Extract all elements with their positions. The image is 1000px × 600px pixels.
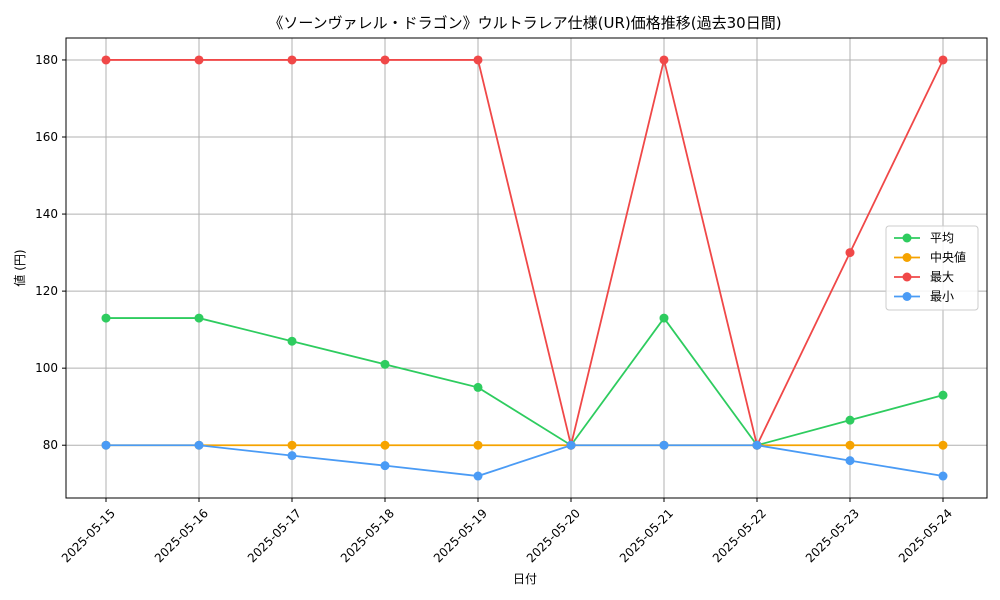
legend-box	[885, 225, 979, 311]
y-tick-label: 80	[43, 438, 58, 452]
data-point	[938, 471, 948, 481]
data-point	[659, 440, 669, 450]
y-tick-label: 140	[35, 207, 58, 221]
data-point	[659, 313, 669, 323]
data-point	[752, 440, 762, 450]
y-tick-label: 160	[35, 130, 58, 144]
data-point	[287, 451, 297, 461]
series-line	[106, 444, 944, 477]
data-point	[380, 440, 390, 450]
legend-label: 中央値	[930, 250, 966, 265]
data-point	[845, 440, 855, 450]
data-point	[194, 440, 204, 450]
y-tick-label: 100	[35, 361, 58, 375]
data-point	[659, 55, 669, 65]
data-point	[101, 313, 111, 323]
legend-swatch-marker	[902, 253, 912, 262]
series	[101, 55, 948, 481]
data-point	[101, 440, 111, 450]
data-point	[194, 55, 204, 65]
legend-label: 最大	[930, 270, 954, 284]
series-line	[106, 59, 944, 448]
data-point	[380, 359, 390, 369]
y-axis-label: 値 (円)	[12, 249, 27, 286]
data-point	[473, 382, 483, 392]
legend-swatch-marker	[902, 292, 912, 301]
data-point	[194, 313, 204, 323]
y-tick-label: 180	[35, 53, 58, 67]
series-3	[101, 440, 948, 481]
data-point	[473, 471, 483, 481]
legend-swatch-marker	[902, 272, 912, 282]
data-point	[473, 440, 483, 450]
legend-label: 平均	[930, 231, 954, 245]
series-line	[106, 316, 944, 447]
y-tick-label: 120	[35, 284, 58, 298]
data-point	[287, 336, 297, 346]
plot-frame	[65, 37, 988, 499]
legend-swatch-marker	[902, 233, 912, 243]
data-point	[380, 461, 390, 471]
data-point	[845, 456, 855, 466]
data-point	[101, 55, 111, 65]
legend-label: 最小	[930, 290, 954, 304]
data-point	[938, 390, 948, 400]
data-point	[566, 440, 576, 450]
chart-title: 《ソーンヴァレル・ドラゴン》ウルトラレア仕様(UR)価格推移(過去30日間)	[268, 14, 781, 32]
data-point	[845, 415, 855, 425]
data-point	[287, 440, 297, 450]
data-point	[845, 248, 855, 258]
data-point	[380, 55, 390, 65]
x-axis-label: 日付	[513, 572, 537, 586]
data-point	[287, 55, 297, 65]
series-0	[101, 313, 948, 450]
data-point	[473, 55, 483, 65]
data-point	[938, 55, 948, 65]
data-point	[938, 440, 948, 450]
